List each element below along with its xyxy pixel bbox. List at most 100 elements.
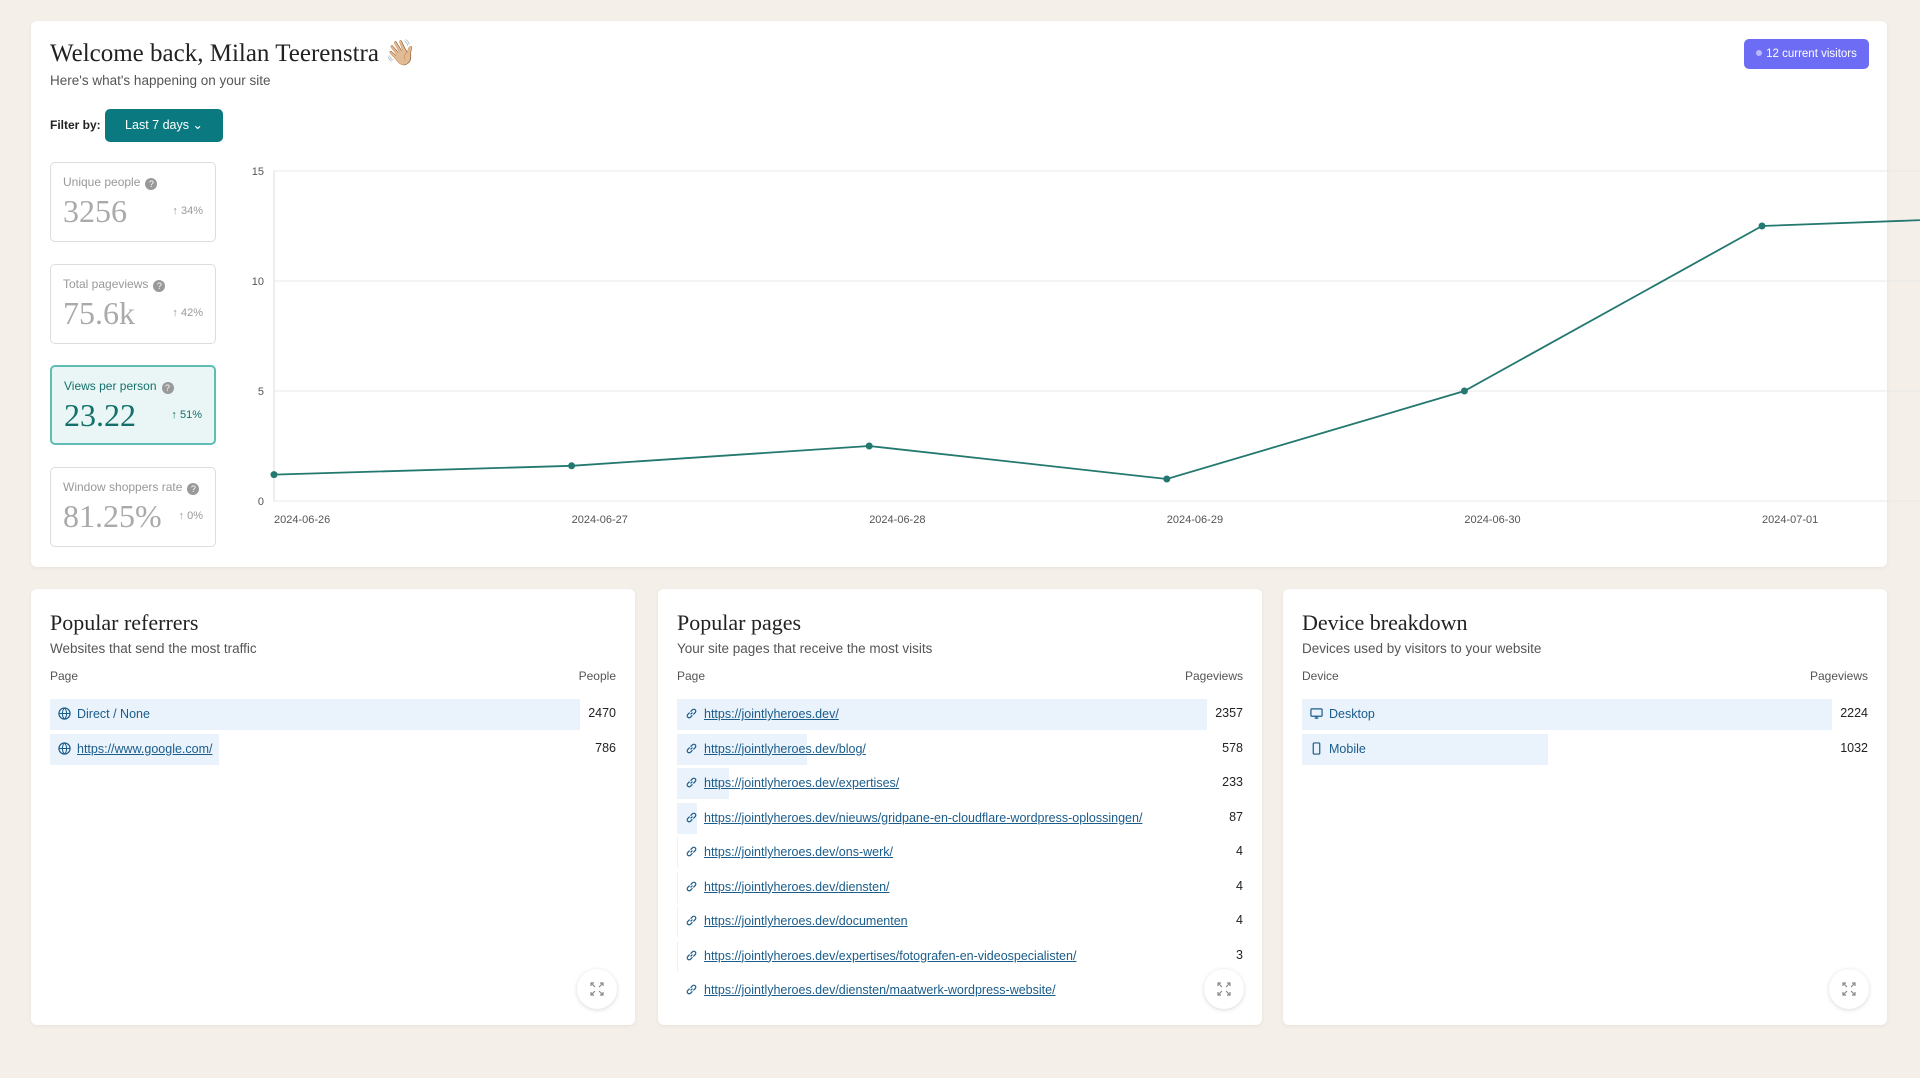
stat-card[interactable]: Views per person? 23.22 ↑ 51%	[50, 365, 216, 446]
data-point	[1758, 222, 1766, 230]
row-icon	[685, 742, 698, 760]
row-icon	[685, 845, 698, 863]
row-bar	[677, 699, 1207, 730]
x-tick-label: 2024-06-28	[869, 514, 925, 526]
table-row: https://jointlyheroes.dev/expertises/233	[677, 768, 1243, 799]
y-tick-label: 0	[258, 496, 264, 508]
help-icon: ?	[161, 382, 174, 395]
panel-subtitle: Websites that send the most traffic	[50, 641, 257, 656]
table-row: Mobile 1032	[1302, 733, 1868, 765]
expand-button[interactable]	[1829, 969, 1869, 1009]
row-value: 4	[1236, 913, 1243, 927]
stat-label-text: Views per person	[64, 379, 157, 394]
y-tick-label: 15	[252, 166, 264, 178]
row-icon	[685, 776, 698, 794]
filter-dropdown[interactable]: Last 7 days ⌄	[105, 109, 223, 142]
column-header: Pageviews	[1184, 669, 1243, 683]
row-link[interactable]: https://jointlyheroes.dev/ons-werk/	[704, 845, 893, 859]
stat-change-text: 0%	[187, 509, 203, 522]
table-row: Desktop 2224	[1302, 699, 1868, 730]
arrow-up: ↑	[172, 306, 181, 319]
stat-card[interactable]: Window shoppers rate? 81.25% ↑ 0%	[50, 466, 216, 547]
y-tick-label: 10	[252, 276, 264, 288]
row-bar	[677, 733, 807, 765]
stat-label: Views per person?	[64, 379, 174, 395]
row-bar	[1302, 699, 1832, 730]
data-point	[1460, 387, 1468, 395]
row-link[interactable]: https://jointlyheroes.dev/expertises/fot…	[704, 948, 1077, 963]
row-value: 87	[1229, 809, 1243, 824]
row-icon	[685, 983, 698, 1001]
table-row: https://jointlyheroes.dev/documenten 4	[677, 906, 1243, 937]
row-link[interactable]: https://jointlyheroes.dev/nieuws/gridpan…	[704, 810, 1143, 825]
stat-value: 23.22	[64, 397, 136, 434]
stat-label: Unique people?	[63, 175, 158, 190]
row-icon	[1310, 741, 1323, 760]
stat-change-text: 34%	[180, 205, 203, 217]
live-badge[interactable]: 12 current visitors	[1744, 39, 1869, 69]
panel: Popular referrers Websites that send the …	[31, 589, 635, 1025]
panel-subtitle: Your site pages that receive the most vi…	[677, 641, 933, 656]
help-icon: ?	[145, 178, 158, 190]
row-icon	[685, 811, 698, 829]
stat-change: ↑ 51%	[171, 409, 202, 421]
stat-label: Total pageviews?	[63, 276, 166, 292]
title: Welcome back, Milan Teerenstra 👋🏼	[50, 40, 417, 67]
row-bar	[50, 733, 219, 765]
table-row: https://jointlyheroes.dev/blog/578	[677, 733, 1243, 765]
row-value: 578	[1222, 740, 1243, 755]
stat-value: 3256	[63, 193, 127, 229]
row-value: 1032	[1840, 740, 1868, 755]
row-value: 786	[595, 740, 616, 755]
row-bar	[50, 699, 580, 730]
expand-button[interactable]	[577, 969, 617, 1009]
data-point	[1163, 475, 1171, 483]
x-tick-label: 2024-06-29	[1167, 514, 1223, 526]
column-header: Device	[1302, 669, 1339, 683]
row-link[interactable]: https://jointlyheroes.dev/blog/	[704, 741, 866, 756]
row-bar	[1302, 733, 1548, 765]
row-icon	[685, 949, 698, 967]
panel-title: Device breakdown	[1302, 610, 1468, 635]
row-link[interactable]: https://jointlyheroes.dev/diensten/maatw…	[704, 983, 1056, 997]
stat-value: 75.6k	[63, 294, 135, 331]
expand-button[interactable]	[1204, 969, 1244, 1009]
arrow-up: ↑	[178, 509, 188, 522]
filter-label: Filter by:	[50, 118, 101, 132]
row-icon	[1310, 707, 1323, 725]
x-tick-label: 2024-06-27	[572, 514, 628, 526]
data-point	[865, 442, 873, 450]
x-tick-label: 2024-07-01	[1762, 514, 1818, 526]
row-bar	[677, 802, 697, 834]
filter-value: Last 7 days	[125, 118, 189, 132]
column-header: Page	[677, 669, 706, 683]
row-link[interactable]: https://jointlyheroes.dev/expertises/	[704, 776, 900, 790]
stat-change-text: 51%	[179, 409, 202, 422]
row-link[interactable]: https://jointlyheroes.dev/diensten/	[704, 879, 890, 894]
row-icon	[685, 914, 698, 932]
row-link[interactable]: https://jointlyheroes.dev/	[704, 707, 839, 721]
help-icon: ?	[187, 482, 200, 495]
stat-card[interactable]: Total pageviews? 75.6k ↑ 42%	[50, 263, 216, 344]
stat-label-text: Total pageviews	[63, 276, 149, 291]
help-icon: ?	[153, 279, 166, 292]
row-value: 2224	[1840, 706, 1868, 720]
table-row: Direct / None 2470	[50, 699, 616, 730]
table-row: https://jointlyheroes.dev/ons-werk/4	[677, 837, 1243, 868]
subtitle: Here's what's happening on your site	[50, 73, 271, 88]
data-point	[270, 471, 278, 479]
stat-value: 81.25%	[63, 497, 162, 534]
panel-title: Popular pages	[677, 610, 802, 635]
row-link[interactable]: https://jointlyheroes.dev/documenten	[704, 914, 908, 928]
stat-change: ↑ 34%	[172, 205, 203, 217]
chart: 0 5 10 15 2024-06-26 2024-06-27 2024-06-28 2024…	[252, 166, 1920, 526]
table-row: https://jointlyheroes.dev/expertises/fot…	[677, 940, 1243, 972]
row-link[interactable]: https://www.google.com/	[77, 741, 213, 756]
y-tick-label: 5	[258, 386, 264, 398]
panel: Popular pages Your site pages that receiv…	[658, 589, 1262, 1025]
table-row: https://jointlyheroes.dev/nieuws/gridpan…	[677, 802, 1243, 834]
row-bar	[677, 906, 678, 937]
stat-card[interactable]: Unique people? 3256 ↑ 34%	[50, 162, 216, 242]
row-value: 3	[1236, 947, 1243, 962]
